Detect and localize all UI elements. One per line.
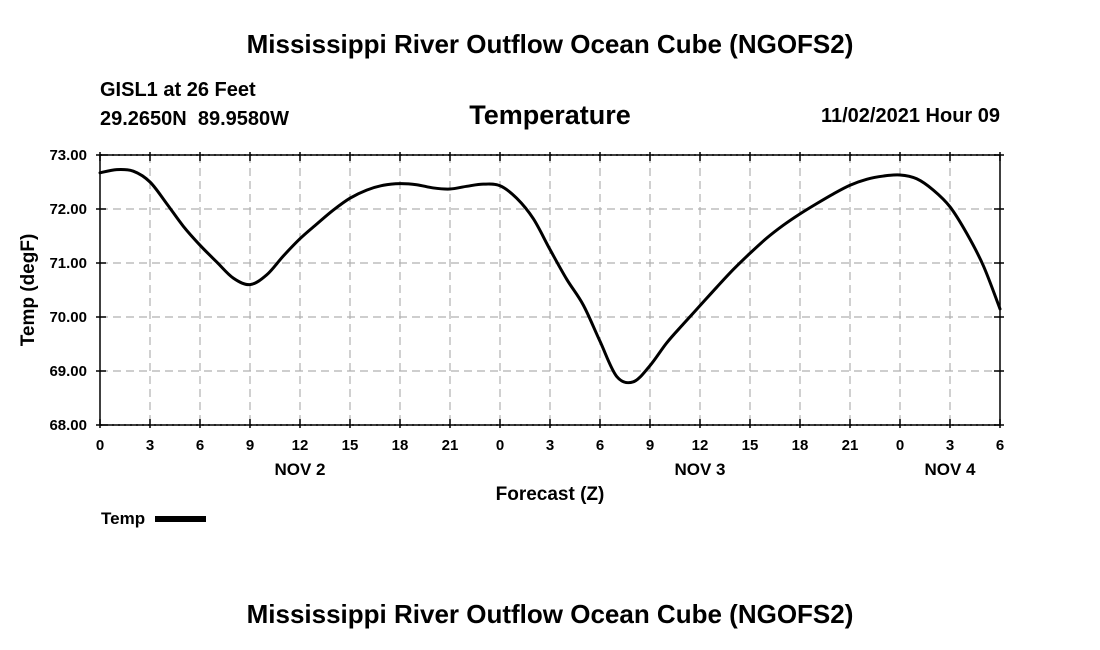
forecast-timestamp: 11/02/2021 Hour 09 — [820, 105, 1000, 127]
station-info: GISL1 at 26 Feet 29.2650N 89.9580W — [100, 76, 289, 134]
x-tick-label: 15 — [742, 437, 759, 454]
legend-label: Temp — [101, 509, 146, 528]
x-tick-label: 0 — [896, 437, 904, 454]
y-tick-label: 71.00 — [49, 255, 87, 272]
grid — [100, 155, 1000, 425]
x-tick-label: 18 — [392, 437, 409, 454]
temp-series-line — [98, 167, 1002, 385]
legend: Temp — [101, 509, 207, 529]
station-name: GISL1 at 26 Feet — [100, 79, 256, 101]
y-tick-label: 68.00 — [49, 417, 87, 434]
x-tick-label: 9 — [646, 437, 654, 454]
temperature-chart: 0 3 6 9 12 15 18 21 0 3 6 9 12 15 18 21 0 3 6 68.00 69.00 70.… — [18, 147, 1004, 505]
x-tick-label: 6 — [996, 437, 1004, 454]
x-tick-label: 3 — [946, 437, 954, 454]
x-axis-label: Forecast (Z) — [496, 484, 605, 505]
y-tick-label: 73.00 — [49, 147, 87, 164]
legend-swatch — [155, 516, 207, 522]
x-tick-label: 9 — [246, 437, 254, 454]
page-title: Mississippi River Outflow Ocean Cube (NG… — [246, 29, 854, 59]
x-tick-label: 6 — [596, 437, 604, 454]
date-label: NOV 4 — [924, 460, 976, 479]
station-coordinates: 29.2650N 89.9580W — [100, 108, 290, 130]
x-tick-label: 15 — [342, 437, 359, 454]
y-axis-label: Temp (degF) — [18, 234, 39, 347]
chart-title: Temperature — [469, 100, 631, 130]
y-tick-label: 70.00 — [49, 309, 87, 326]
y-tick-label: 72.00 — [49, 201, 87, 218]
date-label: NOV 3 — [674, 460, 725, 479]
y-tick-label: 69.00 — [49, 363, 87, 380]
x-tick-label: 12 — [692, 437, 709, 454]
x-tick-label: 12 — [292, 437, 309, 454]
x-tick-label: 0 — [496, 437, 504, 454]
x-tick-label: 18 — [792, 437, 809, 454]
x-tick-label: 0 — [96, 437, 104, 454]
x-tick-label: 6 — [196, 437, 204, 454]
x-tick-label: 3 — [546, 437, 554, 454]
footer-title: Mississippi River Outflow Ocean Cube (NG… — [246, 599, 854, 629]
date-label: NOV 2 — [274, 460, 325, 479]
axes: 0 3 6 9 12 15 18 21 0 3 6 9 12 15 18 21 0 3 6 68.00 69.00 70.… — [49, 147, 1004, 479]
x-tick-label: 21 — [842, 437, 859, 454]
x-tick-label: 21 — [442, 437, 459, 454]
x-tick-label: 3 — [146, 437, 154, 454]
